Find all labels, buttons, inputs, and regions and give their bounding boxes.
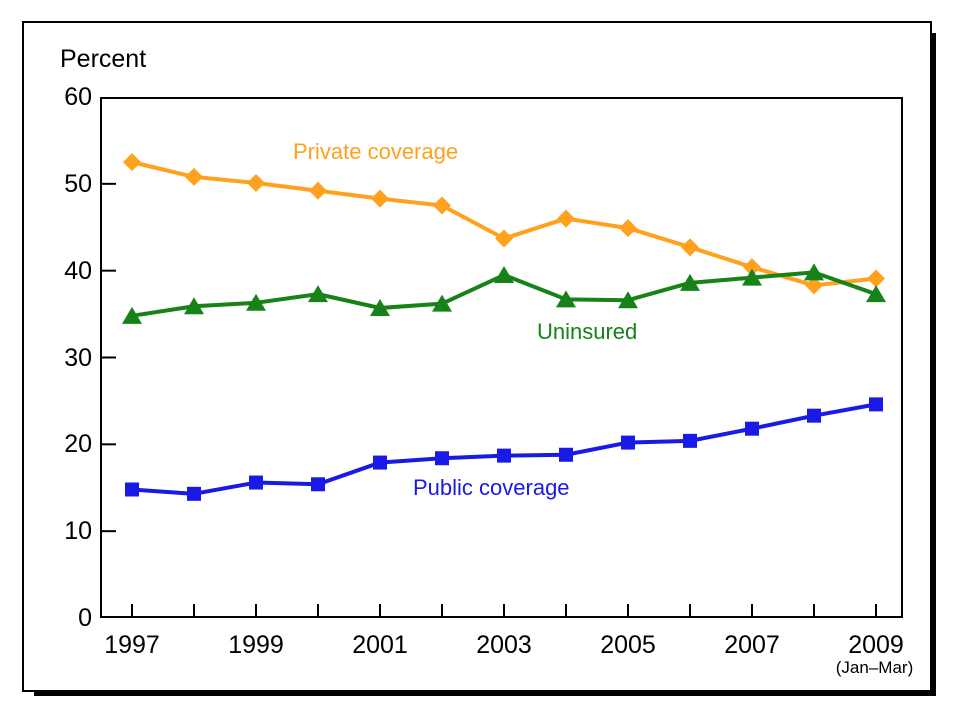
marker-triangle-uninsured [432, 294, 452, 312]
y-axis-title: Percent [60, 45, 147, 73]
marker-triangle-uninsured [122, 306, 142, 324]
marker-diamond-private-coverage [123, 153, 141, 172]
marker-diamond-private-coverage [681, 238, 699, 257]
marker-square-public-coverage [187, 486, 201, 501]
y-tick-label: 0 [78, 604, 92, 632]
y-tick-label: 10 [64, 517, 92, 546]
y-tick-label: 40 [64, 256, 92, 285]
marker-diamond-private-coverage [867, 269, 885, 288]
marker-square-public-coverage [249, 475, 263, 490]
marker-square-public-coverage [435, 451, 449, 466]
x-tick-label: 2001 [352, 631, 408, 659]
marker-triangle-uninsured [556, 290, 576, 308]
marker-square-public-coverage [869, 397, 883, 412]
plot-area [100, 97, 903, 618]
marker-diamond-private-coverage [805, 276, 823, 295]
marker-diamond-private-coverage [309, 181, 327, 200]
marker-square-public-coverage [621, 435, 635, 450]
plot-frame [100, 97, 903, 618]
y-tick-label: 30 [64, 343, 92, 372]
marker-square-public-coverage [125, 482, 139, 497]
marker-diamond-private-coverage [371, 189, 389, 208]
marker-triangle-uninsured [184, 297, 204, 315]
line-chart [100, 97, 903, 618]
y-tick-label: 50 [64, 169, 92, 198]
x-tick-label: 2003 [476, 631, 532, 659]
marker-diamond-private-coverage [185, 167, 203, 186]
marker-diamond-private-coverage [557, 209, 575, 228]
marker-triangle-uninsured [866, 285, 886, 303]
series-label-public-coverage: Public coverage [413, 475, 570, 500]
marker-diamond-private-coverage [433, 196, 451, 215]
x-tick-label: 2005 [600, 631, 656, 659]
x-axis-note: (Jan–Mar) [835, 658, 914, 677]
y-tick-label: 20 [64, 430, 92, 459]
marker-square-public-coverage [807, 408, 821, 423]
marker-diamond-private-coverage [619, 219, 637, 238]
figure-frame [22, 21, 932, 692]
marker-square-public-coverage [373, 455, 387, 470]
x-tick-label: 2007 [724, 631, 780, 659]
x-tick-label: 2009 [848, 631, 904, 659]
marker-square-public-coverage [311, 477, 325, 492]
y-tick-label: 60 [64, 83, 92, 111]
x-tick-label: 1999 [228, 631, 284, 659]
marker-diamond-private-coverage [495, 229, 513, 248]
series-label-uninsured: Uninsured [537, 319, 638, 344]
series-label-private-coverage: Private coverage [293, 139, 459, 164]
marker-square-public-coverage [745, 421, 759, 436]
marker-triangle-uninsured [494, 266, 514, 284]
marker-triangle-uninsured [246, 293, 266, 311]
marker-square-public-coverage [559, 447, 573, 462]
x-tick-label: 1997 [104, 631, 160, 659]
marker-triangle-uninsured [308, 285, 328, 303]
marker-triangle-uninsured [742, 268, 762, 286]
marker-triangle-uninsured [618, 291, 638, 309]
marker-diamond-private-coverage [743, 258, 761, 277]
marker-square-public-coverage [497, 448, 511, 463]
marker-triangle-uninsured [804, 263, 824, 281]
marker-square-public-coverage [683, 433, 697, 448]
marker-triangle-uninsured [370, 299, 390, 317]
marker-diamond-private-coverage [247, 173, 265, 192]
marker-triangle-uninsured [680, 273, 700, 291]
